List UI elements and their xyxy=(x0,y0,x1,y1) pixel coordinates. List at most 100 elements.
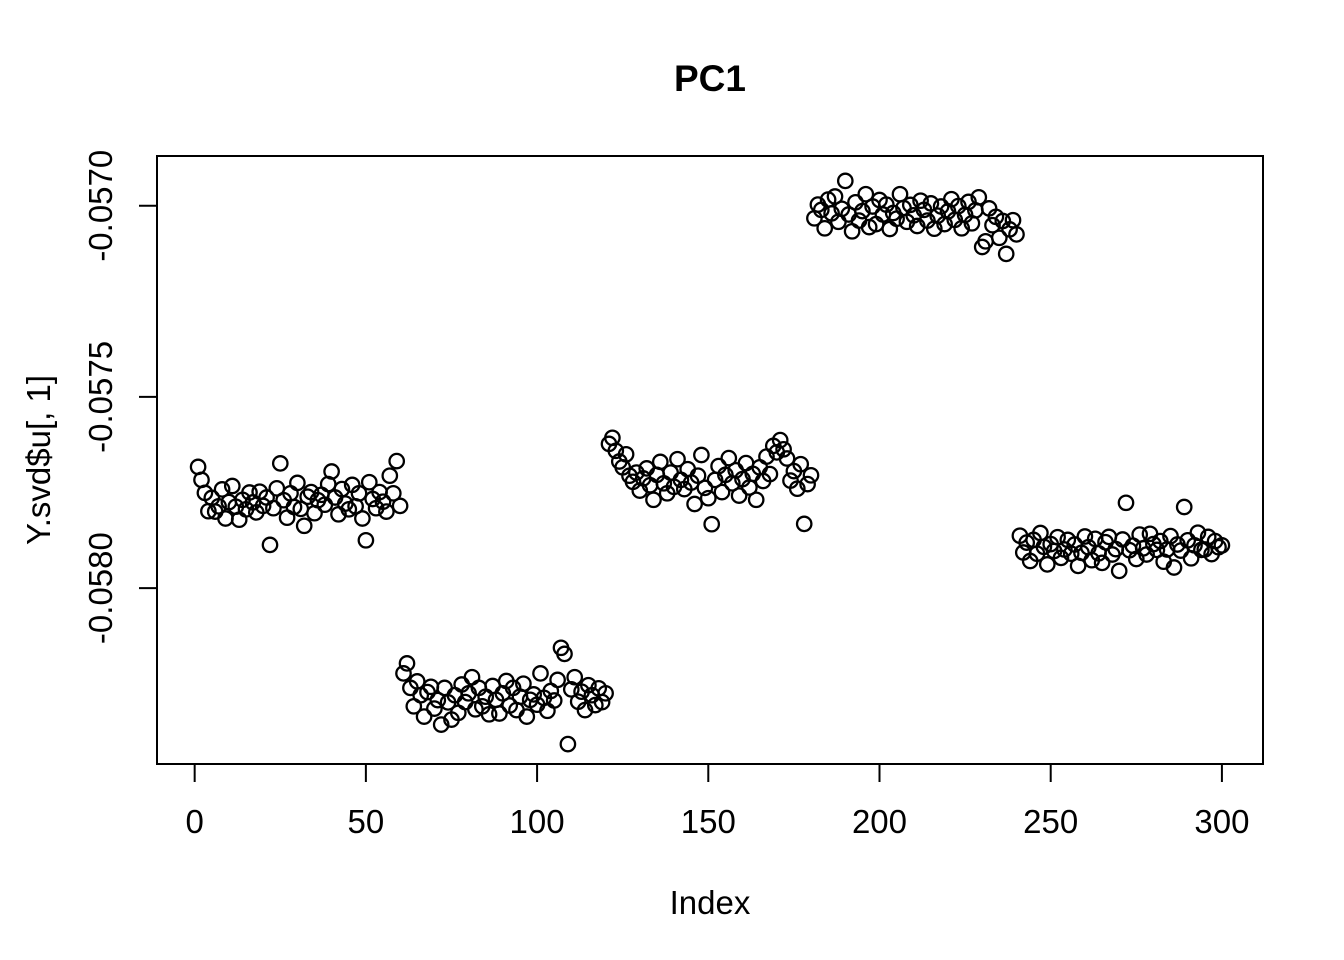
data-point xyxy=(210,497,227,515)
data-point xyxy=(775,440,792,458)
data-point xyxy=(699,489,717,507)
data-point xyxy=(1062,545,1080,563)
data-point xyxy=(912,192,929,210)
data-point xyxy=(922,195,940,212)
x-tick-label: 150 xyxy=(681,803,736,840)
data-point xyxy=(645,491,662,509)
data-point xyxy=(271,455,289,472)
data-point xyxy=(854,202,871,220)
data-point xyxy=(881,220,899,238)
data-point xyxy=(1008,226,1025,243)
data-point xyxy=(617,445,635,463)
data-point xyxy=(360,473,378,491)
data-point xyxy=(323,463,340,480)
y-axis: -0.0570 -0.0575 -0.0580 xyxy=(82,150,157,644)
data-point xyxy=(549,671,566,689)
data-point xyxy=(285,498,303,516)
y-axis-label: Y.svd$u[, 1] xyxy=(20,375,57,545)
data-point xyxy=(737,454,755,472)
y-tick-label: -0.0580 xyxy=(82,532,119,644)
data-point xyxy=(415,708,433,725)
data-point xyxy=(1093,554,1111,572)
data-point xyxy=(532,665,549,682)
data-point xyxy=(384,484,402,502)
data-point xyxy=(295,517,313,535)
data-point xyxy=(395,665,412,682)
data-point xyxy=(816,219,834,237)
data-point xyxy=(254,497,272,515)
data-point xyxy=(792,455,810,473)
data-point xyxy=(432,716,450,733)
data-point xyxy=(778,450,796,467)
data-point xyxy=(391,497,409,515)
data-point xyxy=(559,735,577,753)
plot-box xyxy=(156,155,1264,765)
data-point xyxy=(1049,528,1066,546)
data-point xyxy=(826,188,844,205)
data-point xyxy=(788,480,806,498)
data-point xyxy=(480,705,498,723)
data-point xyxy=(354,510,371,527)
data-point xyxy=(843,222,861,240)
data-point xyxy=(593,693,611,711)
data-point xyxy=(241,484,258,501)
data-point xyxy=(1110,562,1128,580)
scatter-points xyxy=(189,172,1231,753)
y-tick-label: -0.0570 xyxy=(82,150,119,262)
x-tick-label: 200 xyxy=(852,803,907,840)
data-point xyxy=(651,453,669,471)
data-point xyxy=(689,467,707,485)
data-point xyxy=(693,446,710,464)
data-point xyxy=(398,655,416,672)
data-point xyxy=(1038,556,1056,573)
data-point xyxy=(669,450,686,468)
data-point xyxy=(679,460,697,478)
x-tick-label: 250 xyxy=(1023,803,1078,840)
data-point xyxy=(607,442,625,460)
data-point xyxy=(799,475,816,493)
data-point xyxy=(795,515,813,533)
data-point xyxy=(703,515,721,533)
data-point xyxy=(730,487,748,504)
data-point xyxy=(484,677,501,695)
data-point xyxy=(374,493,392,511)
data-point xyxy=(350,484,368,502)
data-point xyxy=(566,668,584,686)
data-point xyxy=(230,511,248,529)
data-point xyxy=(515,675,532,693)
data-point xyxy=(576,701,594,719)
data-point xyxy=(997,245,1015,263)
data-point xyxy=(597,684,614,702)
data-point xyxy=(429,691,447,709)
data-point xyxy=(836,172,854,190)
data-point xyxy=(713,483,731,501)
data-point xyxy=(463,668,481,686)
data-point xyxy=(1189,524,1207,542)
data-point xyxy=(381,467,399,485)
data-point xyxy=(1117,494,1135,512)
data-point xyxy=(265,499,282,517)
x-axis: 0 50 100 150 200 250 300 xyxy=(185,764,1249,840)
y-tick-label: -0.0575 xyxy=(82,341,119,453)
data-point xyxy=(1004,211,1022,229)
x-tick-label: 0 xyxy=(185,803,203,840)
data-point xyxy=(686,495,703,513)
data-point xyxy=(518,708,536,725)
x-axis-label: Index xyxy=(670,884,751,921)
data-point xyxy=(771,431,789,449)
x-tick-label: 50 xyxy=(348,803,385,840)
data-point xyxy=(1213,536,1231,554)
data-point xyxy=(556,645,573,663)
data-point xyxy=(436,679,453,697)
data-point xyxy=(747,491,765,509)
x-tick-label: 100 xyxy=(510,803,565,840)
data-point xyxy=(580,676,597,694)
chart-title: PC1 xyxy=(674,58,746,99)
data-point xyxy=(990,229,1008,247)
data-point xyxy=(213,481,231,498)
data-point xyxy=(525,686,543,703)
data-point xyxy=(261,536,279,554)
data-point xyxy=(984,216,1001,234)
